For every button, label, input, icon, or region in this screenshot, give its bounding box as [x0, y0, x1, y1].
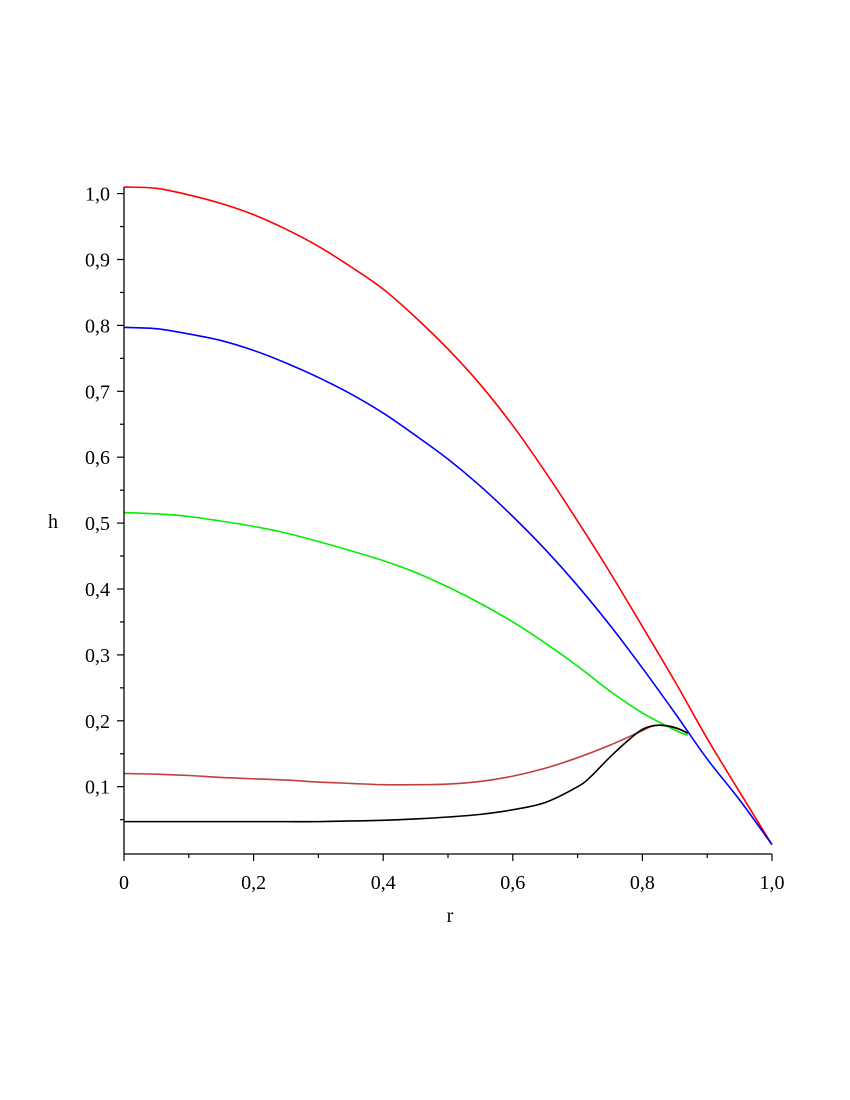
y-tick-label: 0,6: [85, 447, 110, 469]
y-tick-label: 0,1: [85, 777, 110, 799]
x-tick-label: 1,0: [760, 872, 785, 894]
series-layer: [123, 186, 773, 846]
series-line-2: [123, 326, 773, 846]
y-axis-label: h: [48, 511, 58, 533]
y-tick-label: 0,4: [85, 579, 110, 601]
x-tick-label: 0,2: [241, 872, 266, 894]
series-line-4: [123, 724, 689, 786]
y-tick-label: 0,2: [85, 711, 110, 733]
y-tick-label: 1,0: [85, 184, 110, 206]
x-tick-label: 0,4: [371, 872, 396, 894]
x-tick-label: 0,8: [630, 872, 655, 894]
x-tick-label: 0,6: [500, 872, 525, 894]
series-line-1: [123, 186, 773, 846]
series-line-3: [123, 511, 689, 737]
series-line-5: [124, 724, 689, 823]
y-tick-label: 0,8: [85, 315, 110, 337]
x-tick-label: 0: [119, 872, 129, 894]
y-tick-label: 0,7: [85, 381, 110, 403]
axes: 0 0,2 0,4 0,6 0,8 1,0 0,1 0,2 0,3 0,4 0,5 0,6 0,7 0,8…: [85, 184, 785, 894]
y-tick-label: 0,9: [85, 249, 110, 271]
y-tick-label: 0,3: [85, 645, 110, 667]
y-tick-label: 0,5: [85, 513, 110, 535]
x-axis-label: r: [447, 905, 454, 927]
